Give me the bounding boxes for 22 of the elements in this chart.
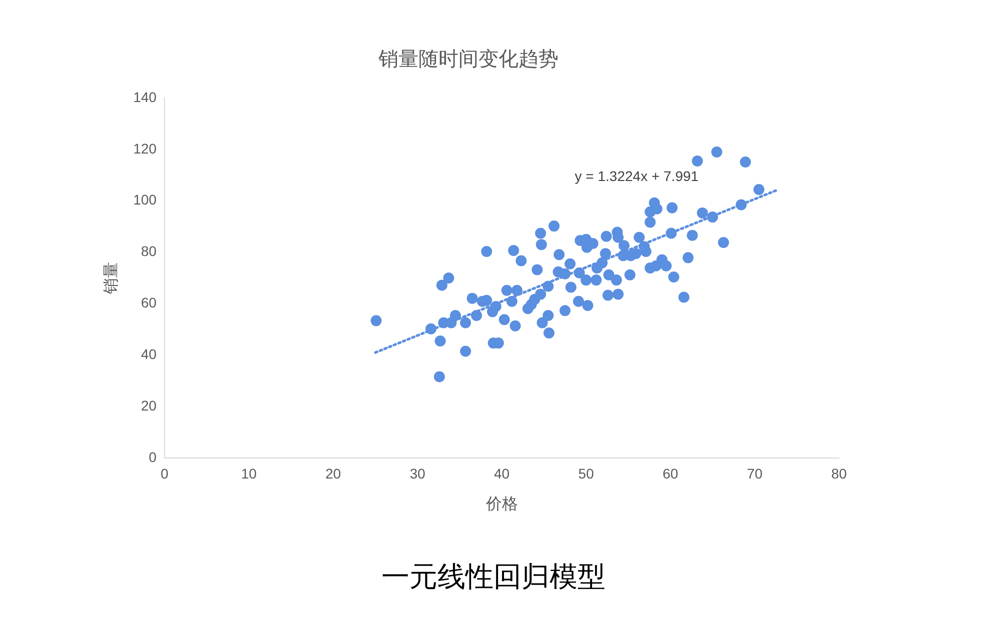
y-tick-label: 0 bbox=[148, 448, 157, 465]
y-tick-label: 120 bbox=[133, 140, 157, 156]
y-tick-label: 100 bbox=[133, 192, 157, 208]
text: 一元线性回归模型 bbox=[380, 560, 606, 594]
y-tick-label: 140 bbox=[133, 88, 157, 105]
y-tick-label: 60 bbox=[140, 294, 157, 311]
x-tick-label: 0 bbox=[160, 465, 169, 482]
annotation: y = 1.3224x + 7.991 bbox=[574, 168, 699, 184]
x-tick-label: 40 bbox=[494, 465, 510, 482]
x-tick-label: 10 bbox=[241, 465, 257, 482]
x-axis-title: 价格 bbox=[484, 496, 518, 513]
x-tick-label: 70 bbox=[746, 465, 763, 482]
chart-title: 销量随时间变化趋势 bbox=[378, 48, 558, 71]
x-tick-label: 20 bbox=[325, 465, 342, 482]
x-tick-label: 50 bbox=[578, 465, 594, 482]
y-tick-label: 80 bbox=[140, 243, 157, 260]
y-tick-label: 40 bbox=[140, 346, 157, 362]
x-tick-label: 30 bbox=[410, 465, 426, 482]
y-axis-title: 销量 bbox=[103, 262, 120, 295]
x-tick-label: 80 bbox=[831, 465, 847, 482]
x-tick-label: 60 bbox=[662, 465, 678, 482]
y-tick-label: 20 bbox=[140, 397, 157, 414]
